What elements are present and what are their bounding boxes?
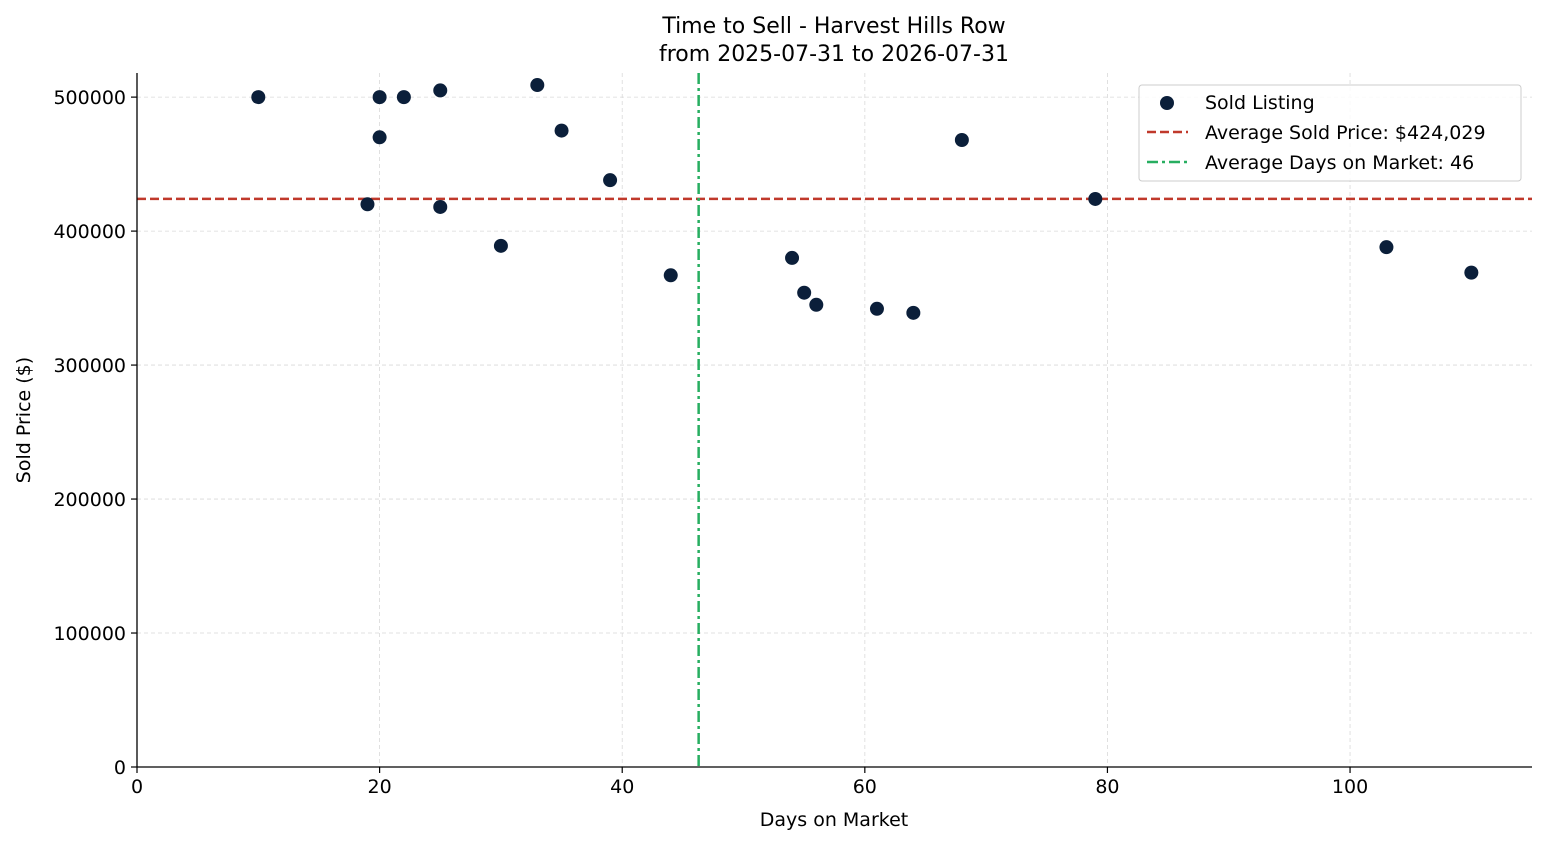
x-tick-label: 100 xyxy=(1332,776,1368,798)
data-points xyxy=(251,78,1479,320)
reference-lines xyxy=(137,73,1532,767)
y-tick-label: 0 xyxy=(114,757,126,779)
data-point xyxy=(663,268,678,283)
data-point xyxy=(530,78,545,93)
data-point xyxy=(372,130,387,145)
y-tick-label: 400000 xyxy=(53,221,126,243)
data-point xyxy=(603,173,618,188)
data-point xyxy=(433,83,448,98)
y-ticks: 0 100000 200000 300000 400000 500000 xyxy=(53,87,137,779)
axes xyxy=(136,73,1532,768)
x-tick-label: 40 xyxy=(610,776,634,798)
legend-label-average-days: Average Days on Market: 46 xyxy=(1205,152,1474,174)
data-point xyxy=(906,305,921,320)
data-point xyxy=(372,90,387,105)
data-point xyxy=(809,297,824,312)
y-tick-label: 300000 xyxy=(53,355,126,377)
data-point xyxy=(433,199,448,214)
chart-subtitle: from 2025-07-31 to 2026-07-31 xyxy=(659,42,1009,67)
x-tick-label: 20 xyxy=(368,776,392,798)
x-tick-label: 60 xyxy=(853,776,877,798)
data-point xyxy=(869,301,884,316)
data-point xyxy=(554,123,569,138)
y-tick-label: 100000 xyxy=(53,623,126,645)
data-point xyxy=(1464,265,1479,280)
data-point xyxy=(954,132,969,147)
data-point xyxy=(797,285,812,300)
legend-marker-sold-listing xyxy=(1160,96,1174,110)
legend: Sold Listing Average Sold Price: $424,02… xyxy=(1138,84,1522,182)
y-axis-label: Sold Price ($) xyxy=(13,357,35,483)
data-point xyxy=(360,197,375,212)
data-point xyxy=(785,250,800,265)
legend-label-sold-listing: Sold Listing xyxy=(1205,92,1315,114)
y-tick-label: 200000 xyxy=(53,489,126,511)
x-tick-label: 0 xyxy=(131,776,143,798)
y-tick-label: 500000 xyxy=(53,87,126,109)
legend-box xyxy=(1138,84,1522,182)
x-axis-label: Days on Market xyxy=(760,809,908,831)
x-ticks: 0 20 40 60 80 100 xyxy=(131,767,1368,798)
data-point xyxy=(1088,191,1103,206)
x-tick-label: 80 xyxy=(1095,776,1119,798)
legend-label-average-price: Average Sold Price: $424,029 xyxy=(1205,122,1486,144)
data-point xyxy=(396,90,411,105)
data-point xyxy=(493,238,508,253)
data-point xyxy=(251,90,266,105)
chart-title: Time to Sell - Harvest Hills Row xyxy=(661,14,1005,39)
data-point xyxy=(1379,240,1394,255)
